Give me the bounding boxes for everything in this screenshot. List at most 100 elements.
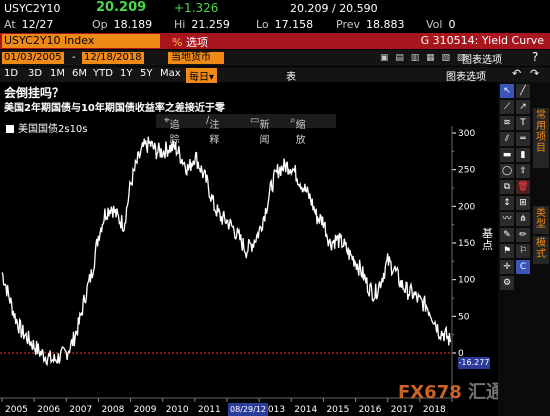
y-tick-label: 150: [458, 239, 475, 249]
chart-options-button[interactable]: 图表选项: [462, 55, 502, 66]
date-separator: -: [72, 52, 76, 63]
x-tick-label: 2008: [101, 405, 124, 415]
ray-tool-icon[interactable]: ↗: [516, 100, 530, 114]
period-5y[interactable]: 5Y: [140, 68, 153, 79]
channel-tool-icon[interactable]: ⫽: [500, 132, 514, 146]
options-pct: %: [172, 36, 183, 49]
undo-icon[interactable]: ↶: [512, 67, 522, 80]
x-axis-ticks: 2005 2006 2007 2008 2009 2010 2011 2013 2014 2015…: [0, 397, 453, 415]
period-1m[interactable]: 1M: [50, 68, 65, 79]
stat-open: Op 18.189: [92, 18, 152, 31]
marker-tool-icon[interactable]: ⚑: [500, 244, 514, 258]
rect-tool-icon[interactable]: ▬: [500, 148, 514, 162]
chart-legend[interactable]: 美国国债2s10s: [6, 120, 88, 135]
x-tick-label: 2007: [69, 405, 92, 415]
annotate-button[interactable]: ∕ 注释: [206, 115, 220, 146]
series-line-2s10s: [1, 136, 452, 367]
stat-prev-label: Prev: [336, 18, 360, 31]
zoom-button[interactable]: ⌕ 缩放: [290, 115, 306, 146]
trend-tool-icon[interactable]: ⟋: [500, 100, 514, 114]
tag-tool-icon[interactable]: ⚐: [516, 244, 530, 258]
period-row: 1D 3D 1M 6M YTD 1Y 5Y Max 每日▾ 表 图表选项 ↶ ↷: [0, 67, 550, 83]
watermark-fx: FX678: [398, 382, 462, 403]
pencil-tool-icon[interactable]: ✎: [500, 228, 514, 242]
measure-tool-icon[interactable]: ↕: [500, 196, 514, 210]
x-tick-label: 2011: [198, 405, 221, 415]
last-price: 20.209: [96, 0, 147, 15]
period-1d[interactable]: 1D: [4, 68, 19, 79]
hline-tool-icon[interactable]: ═: [516, 132, 530, 146]
cursor-icon[interactable]: ↖: [500, 84, 514, 98]
help-icon[interactable]: ?: [532, 50, 539, 64]
function-title: G 310514: Yield Curve: [420, 34, 544, 47]
side-tab-mode[interactable]: 模式: [533, 236, 549, 264]
legend-swatch: [6, 125, 14, 133]
wave-tool-icon[interactable]: 〰: [500, 212, 514, 226]
x-tick-label: 2013: [262, 405, 285, 415]
period-ytd[interactable]: YTD: [93, 68, 113, 79]
period-1y[interactable]: 1Y: [120, 68, 133, 79]
delete-icon[interactable]: 🗑: [516, 180, 530, 194]
quote-header-row: USYC2Y10 20.209 +1.326 20.209 / 20.590: [0, 0, 550, 16]
track-label: 追踪: [169, 120, 180, 146]
fan-tool-icon[interactable]: ⋔: [516, 212, 530, 226]
annotation-toolbar: ⌖ 追踪 ∕ 注释 ▭ 新闻 ⌕ 缩放: [156, 114, 336, 146]
x-tick-label: 2016: [359, 405, 382, 415]
x-tick-label: 2017: [391, 405, 414, 415]
x-tick-label: 2006: [37, 405, 60, 415]
track-button[interactable]: ⌖ 追踪: [164, 115, 180, 146]
period-6m[interactable]: 6M: [72, 68, 87, 79]
settings-gear-icon[interactable]: ⚙: [500, 276, 514, 290]
line-tool-icon[interactable]: ╱: [516, 84, 530, 98]
period-max[interactable]: Max: [160, 68, 181, 79]
annotate-label: 注释: [209, 120, 220, 146]
stat-low: Lo 17.158: [256, 18, 313, 31]
arrow-tool-icon[interactable]: ⇧: [516, 164, 530, 178]
side-tab-favorites[interactable]: 常用项目: [533, 108, 549, 168]
copy-tool-icon[interactable]: ⧉: [500, 180, 514, 194]
y-tick-label: 250: [458, 166, 475, 176]
end-date-field[interactable]: 12/18/2018: [82, 52, 144, 64]
ticker-symbol: USYC2Y10: [4, 2, 61, 15]
stat-volume-label: Vol: [426, 18, 443, 31]
quote-stats-row: At 12/27 Op 18.189 Hi 21.259 Lo 17.158 Prev 1…: [0, 16, 550, 32]
fib-tool-icon[interactable]: ≋: [500, 116, 514, 130]
date-range-row: 01/03/2005 - 12/18/2018 当地货币 ▣ ▤ ▥ ▦ ▧ ▨…: [0, 50, 550, 66]
x-tick-label: 2015: [326, 405, 349, 415]
currency-select[interactable]: 当地货币: [168, 52, 224, 64]
chart-settings-button[interactable]: 图表选项: [446, 72, 486, 83]
grid-tool-icon[interactable]: ⊞: [516, 196, 530, 210]
stat-volume-value: 0: [448, 18, 456, 31]
text-tool-icon[interactable]: T: [516, 116, 530, 130]
options-menu[interactable]: % 选项: [172, 34, 208, 50]
start-date-field[interactable]: 01/03/2005: [2, 52, 64, 64]
news-button[interactable]: ▭ 新闻: [250, 115, 270, 146]
stat-high-value: 21.259: [191, 18, 230, 31]
chart-type-icons[interactable]: ▣ ▤ ▥ ▦ ▧ ▨: [380, 53, 468, 63]
y-tick-label: 100: [458, 276, 475, 286]
theme-tool-icon[interactable]: C: [516, 260, 530, 274]
x-tick-label: 2014: [294, 405, 317, 415]
brush-tool-icon[interactable]: ✏: [516, 228, 530, 242]
crosshair-tool-icon[interactable]: ✛: [500, 260, 514, 274]
period-3d[interactable]: 3D: [28, 68, 43, 79]
security-bar: USYC2Y10 Index % 选项 G 310514: Yield Curv…: [0, 33, 550, 49]
security-input[interactable]: USYC2Y10 Index: [2, 34, 160, 48]
frequency-select[interactable]: 每日▾: [186, 68, 218, 83]
side-tab-type[interactable]: 类型: [533, 206, 549, 234]
options-label: 选项: [185, 36, 208, 49]
ellipse-tool-icon[interactable]: ◯: [500, 164, 514, 178]
stat-at-label: At: [4, 18, 16, 31]
chart-headline: 会倒挂吗？: [4, 86, 65, 100]
y-axis-unit-label: 基点: [482, 227, 493, 252]
y-tick-label: 50: [458, 312, 470, 322]
stat-at-value: 12/27: [21, 18, 54, 31]
x-tick-label: 2010: [166, 405, 189, 415]
table-button[interactable]: 表: [286, 72, 296, 83]
bar-tool-icon[interactable]: ▮: [516, 148, 530, 162]
stat-low-value: 17.158: [274, 18, 314, 31]
y-axis-ticks: 300 250 200 150 100 50 0: [451, 126, 475, 398]
stat-prev: Prev 18.883: [336, 18, 405, 31]
redo-icon[interactable]: ↷: [530, 67, 540, 80]
